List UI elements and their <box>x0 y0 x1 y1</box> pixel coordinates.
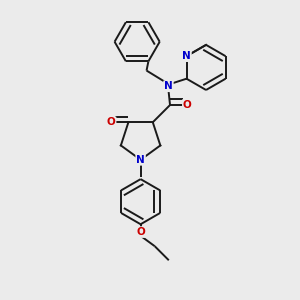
Text: N: N <box>182 51 191 61</box>
Text: O: O <box>183 100 192 110</box>
Text: N: N <box>136 155 145 165</box>
Text: O: O <box>136 227 145 237</box>
Text: N: N <box>164 81 173 91</box>
Text: O: O <box>107 117 116 127</box>
